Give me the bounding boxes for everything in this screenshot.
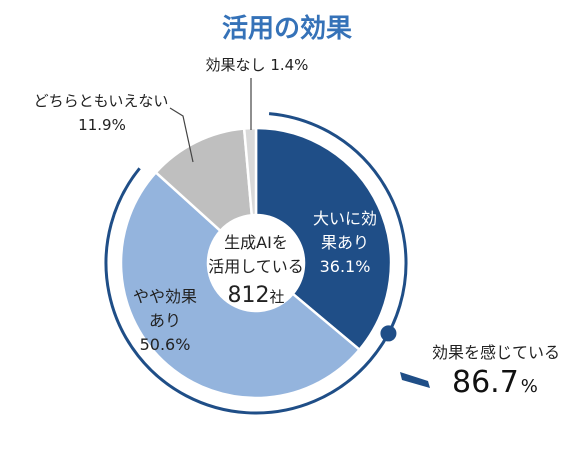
slice-label-neutral: どちらともいえない [34,92,169,110]
summary-label: 効果を感じている [432,343,560,362]
donut-slice [119,170,362,400]
center-count: 812社 [227,283,284,308]
callout-wedge [400,372,430,388]
donut-slice [242,126,258,217]
chart-title: 活用の効果 [221,14,352,44]
slice-value-some-effect: 50.6% [140,335,191,354]
summary-value: 86.7% [452,365,538,400]
donut-slice [254,126,393,352]
slice-label-no-effect: 効果なし 1.4% [206,56,309,74]
donut-hole [209,216,303,310]
center-label: 生成AIを [224,233,288,252]
slice-label-some-effect: やや効果 [133,287,197,306]
center-label: 活用している [208,257,304,276]
leader-line [169,107,194,163]
slice-label-some-effect: あり [149,311,181,330]
slice-value-strong-effect: 36.1% [320,257,371,276]
slice-value-neutral: 11.9% [78,116,126,134]
slice-label-strong-effect: 果あり [321,233,369,252]
effect-arc [104,112,408,415]
effect-arc-dot [380,325,397,342]
slice-label-strong-effect: 大いに効 [313,209,377,228]
